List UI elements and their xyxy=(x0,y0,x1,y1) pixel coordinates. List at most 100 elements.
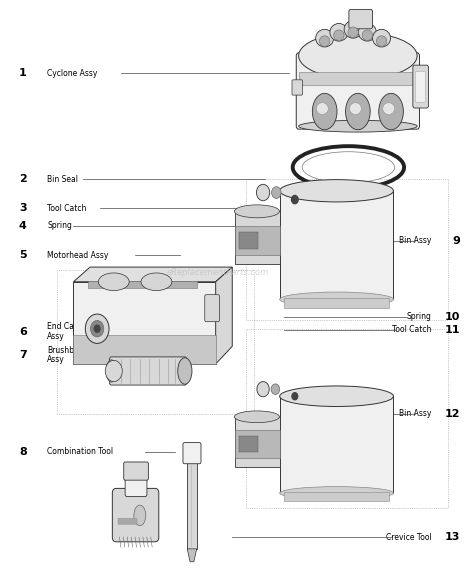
Text: 7: 7 xyxy=(19,350,27,360)
Bar xyxy=(284,492,389,501)
Bar xyxy=(235,417,280,467)
Text: 1: 1 xyxy=(19,68,27,79)
Ellipse shape xyxy=(362,30,373,41)
FancyBboxPatch shape xyxy=(109,357,187,385)
Text: Motorhead Assy: Motorhead Assy xyxy=(47,251,109,260)
Text: Spring: Spring xyxy=(47,221,72,231)
FancyBboxPatch shape xyxy=(349,9,373,29)
Ellipse shape xyxy=(316,29,334,47)
Ellipse shape xyxy=(344,21,362,38)
Text: Bin Assy: Bin Assy xyxy=(399,409,431,419)
Ellipse shape xyxy=(280,180,393,202)
Text: 6: 6 xyxy=(19,326,27,337)
Circle shape xyxy=(91,321,104,337)
Ellipse shape xyxy=(141,273,172,291)
FancyBboxPatch shape xyxy=(183,443,201,464)
Ellipse shape xyxy=(280,292,393,306)
Ellipse shape xyxy=(358,23,376,41)
FancyBboxPatch shape xyxy=(415,72,426,102)
Bar xyxy=(88,281,197,288)
Text: Crevice Tool: Crevice Tool xyxy=(385,532,431,542)
Text: 13: 13 xyxy=(445,532,460,542)
Bar xyxy=(73,335,216,364)
Ellipse shape xyxy=(299,120,417,132)
Polygon shape xyxy=(187,549,197,562)
Text: 5: 5 xyxy=(19,250,27,261)
Ellipse shape xyxy=(376,36,387,46)
Ellipse shape xyxy=(280,487,393,500)
Polygon shape xyxy=(216,267,232,364)
FancyBboxPatch shape xyxy=(296,53,419,129)
Ellipse shape xyxy=(319,36,330,46)
Ellipse shape xyxy=(330,23,348,41)
Ellipse shape xyxy=(234,411,279,423)
Bar xyxy=(246,179,448,320)
Bar xyxy=(235,211,280,264)
Ellipse shape xyxy=(98,273,129,291)
FancyBboxPatch shape xyxy=(205,295,219,322)
Text: 11: 11 xyxy=(444,325,460,335)
Ellipse shape xyxy=(134,505,146,526)
Polygon shape xyxy=(235,430,280,458)
Polygon shape xyxy=(239,436,258,452)
Text: Tool Catch: Tool Catch xyxy=(392,325,431,335)
Polygon shape xyxy=(239,232,258,249)
Ellipse shape xyxy=(178,357,192,384)
Ellipse shape xyxy=(373,29,391,47)
Circle shape xyxy=(271,384,280,394)
Circle shape xyxy=(292,393,298,400)
Text: 2: 2 xyxy=(19,174,27,184)
Text: Tool Catch: Tool Catch xyxy=(47,204,87,213)
Text: 8: 8 xyxy=(19,447,27,457)
FancyBboxPatch shape xyxy=(112,488,159,542)
Circle shape xyxy=(256,184,270,201)
Bar xyxy=(246,329,448,508)
Ellipse shape xyxy=(348,27,358,38)
Circle shape xyxy=(257,382,269,397)
Bar xyxy=(187,458,197,549)
FancyBboxPatch shape xyxy=(124,462,148,480)
Text: 3: 3 xyxy=(19,203,27,214)
Circle shape xyxy=(105,360,122,382)
Text: Cyclone Assy: Cyclone Assy xyxy=(47,69,98,78)
Bar xyxy=(284,298,389,308)
FancyBboxPatch shape xyxy=(125,474,147,497)
Text: 12: 12 xyxy=(444,409,460,419)
Ellipse shape xyxy=(346,93,370,130)
Ellipse shape xyxy=(316,103,328,114)
Polygon shape xyxy=(235,226,280,255)
FancyBboxPatch shape xyxy=(118,518,137,524)
Text: 4: 4 xyxy=(19,221,27,231)
FancyBboxPatch shape xyxy=(292,80,302,95)
Text: Brushbar
Assy: Brushbar Assy xyxy=(47,346,82,365)
Text: 10: 10 xyxy=(445,312,460,322)
Ellipse shape xyxy=(334,30,344,41)
FancyBboxPatch shape xyxy=(413,65,428,108)
Bar xyxy=(57,270,254,414)
Text: Spring: Spring xyxy=(407,312,431,322)
Polygon shape xyxy=(73,282,216,364)
Bar xyxy=(280,191,393,299)
Bar xyxy=(280,396,393,493)
Circle shape xyxy=(272,187,281,198)
Circle shape xyxy=(85,314,109,343)
Bar xyxy=(299,72,417,85)
Ellipse shape xyxy=(302,152,394,183)
Ellipse shape xyxy=(379,93,403,130)
Ellipse shape xyxy=(299,32,417,79)
Text: Bin Seal: Bin Seal xyxy=(47,174,78,184)
Ellipse shape xyxy=(234,205,279,218)
Text: eReplacementParts.com: eReplacementParts.com xyxy=(167,268,269,278)
Text: Combination Tool: Combination Tool xyxy=(47,447,114,457)
Text: Bin Assy: Bin Assy xyxy=(399,236,431,245)
Ellipse shape xyxy=(106,360,117,382)
Ellipse shape xyxy=(280,386,393,406)
Text: End Cap
Assy: End Cap Assy xyxy=(47,322,79,341)
Ellipse shape xyxy=(312,93,337,130)
Circle shape xyxy=(292,195,298,204)
Ellipse shape xyxy=(349,103,361,114)
Circle shape xyxy=(94,325,100,332)
Polygon shape xyxy=(73,267,232,282)
Ellipse shape xyxy=(383,103,394,114)
Text: 9: 9 xyxy=(452,235,460,246)
